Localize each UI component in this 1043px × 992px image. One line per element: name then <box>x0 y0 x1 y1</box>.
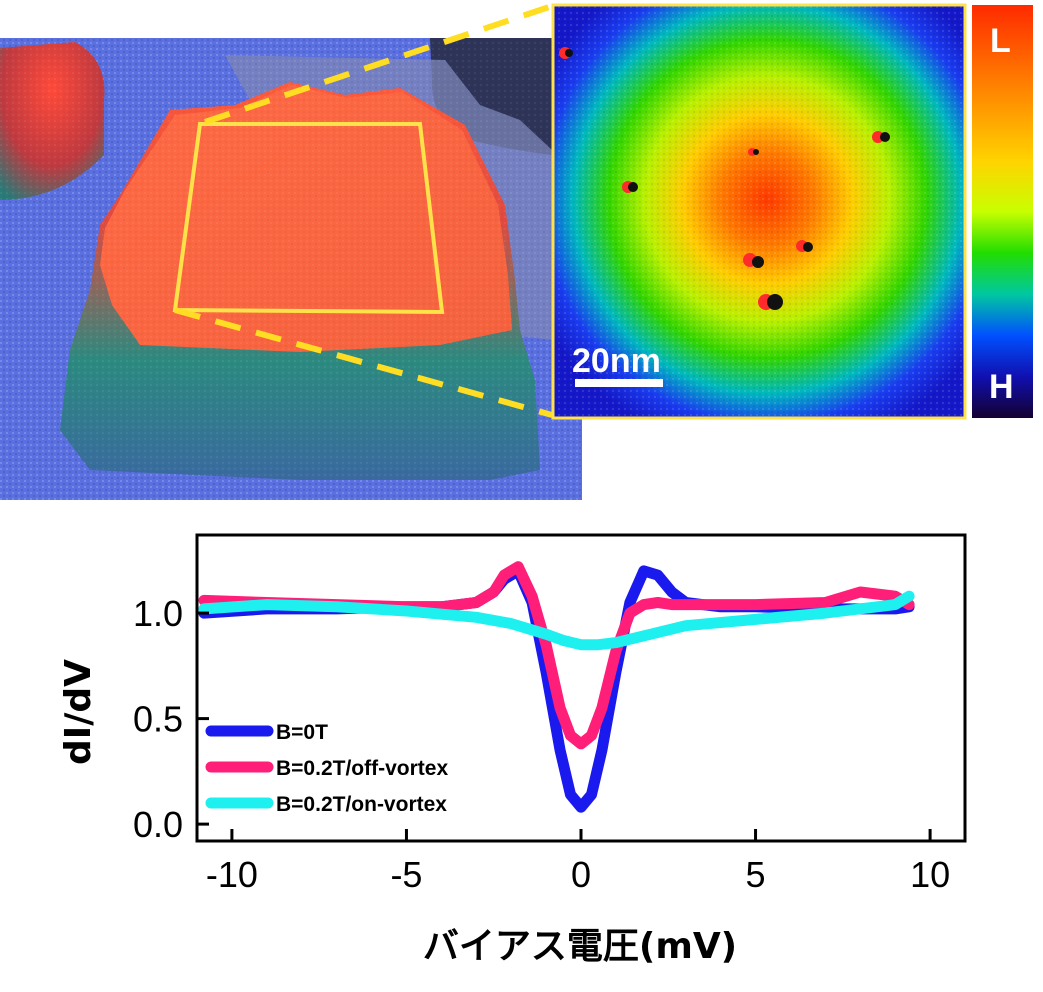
series-line-1 <box>198 561 915 750</box>
legend-label: B=0.2T/off-vortex <box>276 757 448 780</box>
y-tick-label: 1.0 <box>133 593 183 634</box>
x-tick-label: 10 <box>910 854 950 895</box>
series-line-2 <box>198 590 915 651</box>
y-tick-label: 0.5 <box>133 699 183 740</box>
colorbar: L H <box>972 5 1033 418</box>
legend-label: B=0.2T/on-vortex <box>276 793 447 816</box>
y-axis-label: dI/dV <box>58 659 99 765</box>
zoom-line-bottom <box>174 307 553 418</box>
vortex-markers <box>559 47 890 310</box>
y-tick-label: 0.0 <box>133 804 183 845</box>
conductance-map: 20nm <box>551 3 967 420</box>
legend-label: B=0T <box>276 721 328 744</box>
x-tick-label: -5 <box>390 854 422 895</box>
x-tick-label: 0 <box>571 854 591 895</box>
x-tick-label: 5 <box>746 854 766 895</box>
didv-chart: -10 -5 0 5 10 0.0 0.5 1.0 dI/dV バイアス電圧(mV) B=0T… <box>58 533 967 967</box>
colorbar-top-label: L <box>990 22 1011 60</box>
topography-image <box>0 3 582 500</box>
scan-area-frame <box>172 122 445 315</box>
tick-layer: -10 -5 0 5 10 0.0 0.5 1.0 <box>133 593 950 895</box>
legend: B=0T B=0.2T/off-vortex B=0.2T/on-vortex <box>205 721 448 816</box>
scale-bar-label: 20nm <box>572 342 661 380</box>
series-layer <box>198 561 915 813</box>
x-tick-label: -10 <box>206 854 258 895</box>
scale-bar <box>575 379 663 387</box>
x-axis-label: バイアス電圧(mV) <box>423 926 737 967</box>
colorbar-bottom-label: H <box>989 368 1014 406</box>
zoom-line-top <box>204 3 553 125</box>
